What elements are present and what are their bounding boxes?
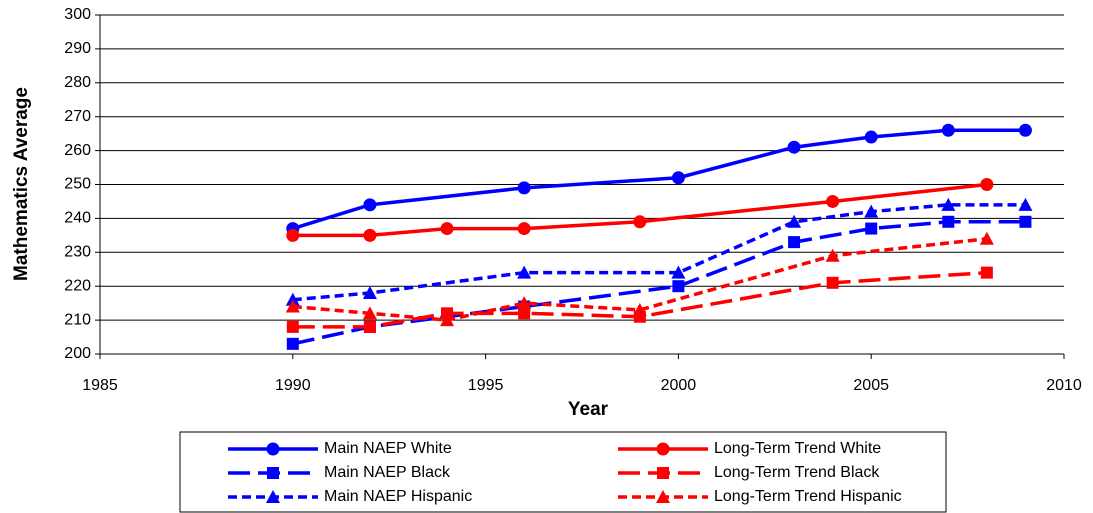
marker (864, 204, 879, 218)
x-tick-label: 2005 (853, 377, 889, 394)
y-tick-label: 290 (64, 40, 91, 57)
marker (518, 307, 531, 320)
marker (980, 266, 993, 279)
marker (942, 215, 955, 228)
x-tick-label: 2000 (661, 377, 697, 394)
marker (286, 320, 299, 333)
legend-label: Main NAEP Hispanic (324, 488, 472, 505)
y-tick-label: 300 (64, 6, 91, 23)
x-tick-label: 1990 (275, 377, 311, 394)
y-tick-label: 230 (64, 244, 91, 261)
marker (656, 490, 670, 503)
marker (633, 215, 647, 229)
x-axis-title: Year (568, 399, 609, 420)
marker (826, 194, 840, 208)
marker (979, 231, 994, 245)
series-line (292, 220, 1026, 346)
marker (362, 285, 377, 299)
marker (632, 302, 647, 316)
marker (266, 442, 280, 456)
marker (517, 222, 531, 236)
y-tick-label: 260 (64, 142, 91, 159)
y-tick-label: 220 (64, 277, 91, 294)
legend-label: Main NAEP White (324, 440, 452, 457)
marker (865, 222, 878, 235)
marker (267, 467, 279, 479)
marker (363, 228, 377, 242)
marker (826, 276, 839, 289)
marker (1018, 123, 1032, 137)
marker (363, 198, 377, 212)
series-line (292, 128, 1026, 231)
marker (517, 181, 531, 195)
x-tick-label: 2010 (1046, 377, 1082, 394)
marker (787, 140, 801, 154)
y-axis-title: Mathematics Average (11, 87, 32, 281)
marker (671, 265, 686, 279)
y-tick-label: 250 (64, 176, 91, 193)
marker (517, 296, 532, 310)
marker (286, 337, 299, 350)
marker (787, 214, 802, 228)
marker (672, 280, 685, 293)
marker (671, 171, 685, 185)
marker (517, 265, 532, 279)
marker (788, 236, 801, 249)
x-tick-label: 1995 (468, 377, 504, 394)
y-tick-label: 200 (64, 345, 91, 362)
marker (1019, 215, 1032, 228)
series-line (292, 203, 1026, 302)
marker (285, 292, 300, 306)
marker (657, 467, 669, 479)
marker (440, 313, 455, 327)
y-tick-label: 280 (64, 74, 91, 91)
marker (266, 490, 280, 503)
marker (1018, 197, 1033, 211)
marker (980, 178, 994, 191)
legend-label: Long-Term Trend Black (714, 464, 880, 481)
marker (864, 130, 878, 144)
marker (363, 320, 376, 333)
marker (362, 306, 377, 320)
legend-label: Long-Term Trend White (714, 440, 881, 457)
marker (825, 248, 840, 262)
marker (286, 228, 300, 242)
marker (941, 197, 956, 211)
y-tick-label: 240 (64, 210, 91, 227)
y-tick-label: 270 (64, 108, 91, 125)
x-tick-label: 1985 (82, 377, 118, 394)
y-tick-label: 210 (64, 311, 91, 328)
legend-label: Main NAEP Black (324, 464, 451, 481)
marker (440, 222, 454, 236)
legend-label: Long-Term Trend Hispanic (714, 488, 902, 505)
marker (656, 442, 670, 456)
marker (941, 123, 955, 137)
marker (285, 299, 300, 313)
